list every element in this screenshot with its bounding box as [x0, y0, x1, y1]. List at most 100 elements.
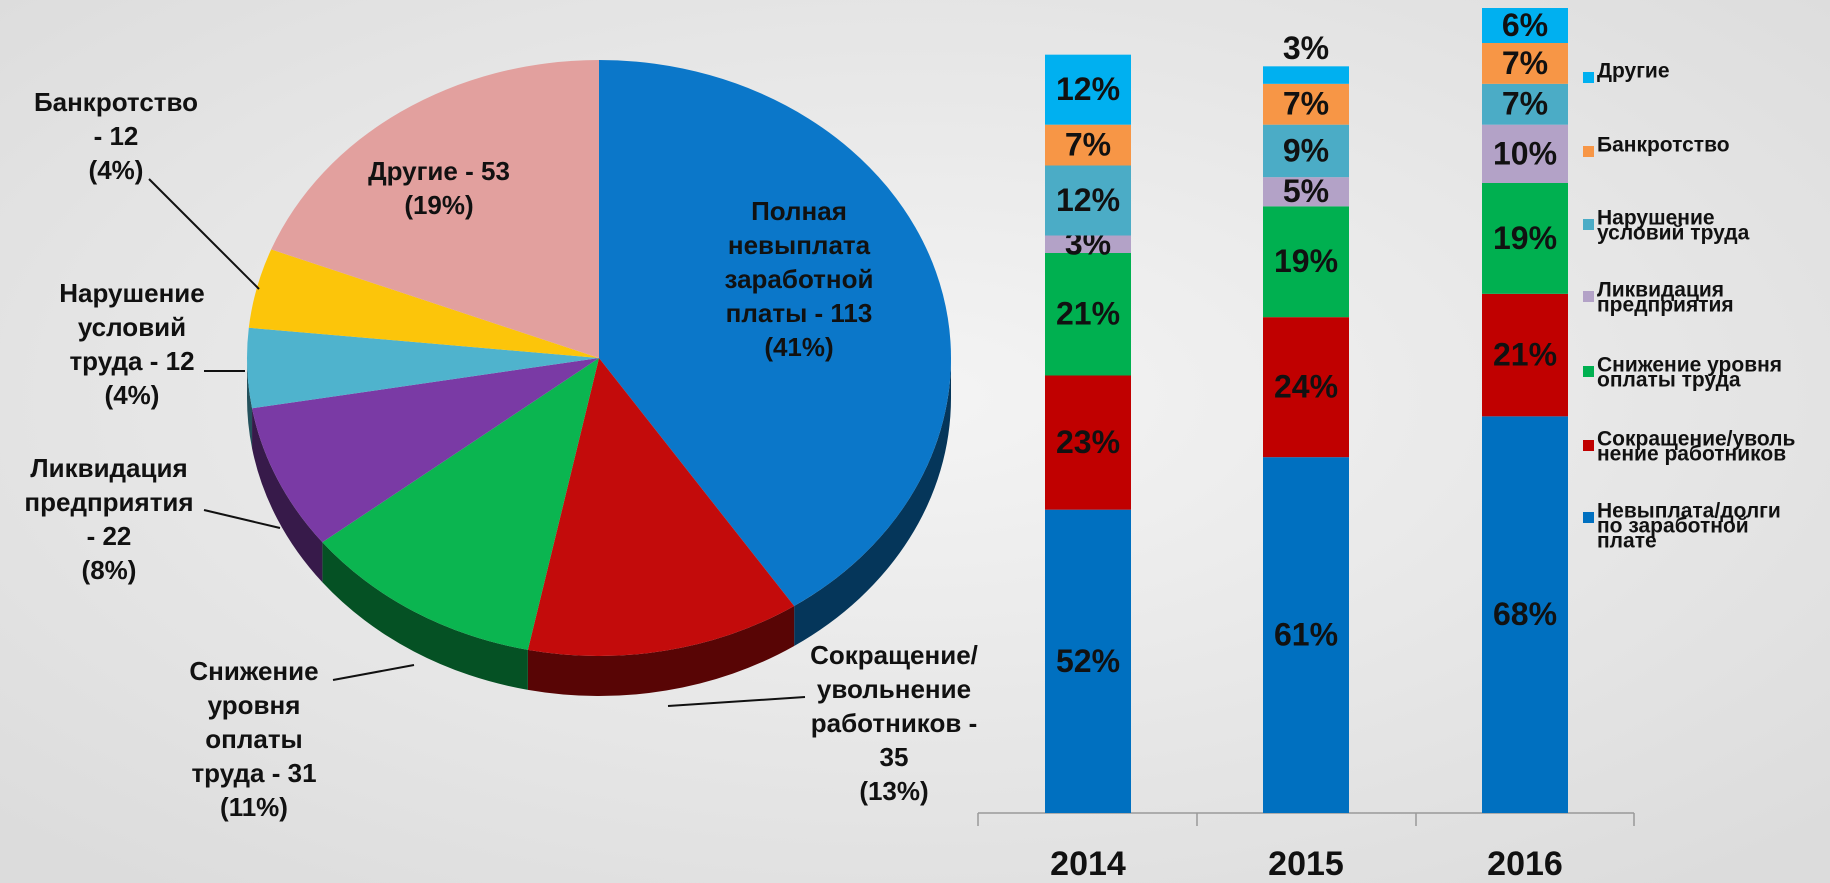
bar-segment [1482, 416, 1568, 813]
bar-value-label: 12% [1056, 71, 1120, 107]
bar-value-label: 7% [1065, 127, 1111, 163]
bar-value-label: 7% [1502, 86, 1548, 122]
legend-swatch [1583, 512, 1594, 523]
pie-label: Другие - 53 [368, 156, 510, 186]
pie-side [247, 358, 253, 449]
legend-label: Снижение уровня [1597, 354, 1782, 377]
x-tick-label: 2014 [1050, 845, 1126, 883]
bar-value-label: 52% [1056, 643, 1120, 679]
pie-label: (13%) [859, 776, 928, 806]
legend-label: Сокращение/уволь [1597, 428, 1795, 451]
legend-swatch [1583, 291, 1594, 302]
legend-label: нение работников [1597, 443, 1786, 466]
bar-segment [1482, 8, 1568, 43]
legend-swatch [1583, 146, 1594, 157]
bar-value-label: 3% [1283, 30, 1329, 66]
pie-label: Ликвидация [30, 453, 187, 483]
bar-value-label: 12% [1056, 182, 1120, 218]
legend-label: предприятия [1597, 294, 1734, 317]
bar-value-label: 6% [1502, 7, 1548, 43]
legend-label: Нарушение [1597, 207, 1715, 230]
pie-label: труда - 12 [69, 346, 194, 376]
legend-label: плате [1597, 530, 1657, 553]
legend-swatch [1583, 366, 1594, 377]
bar-segment [1482, 124, 1568, 183]
legend-swatch [1583, 72, 1594, 83]
bar-segment [1482, 83, 1568, 125]
pie-side [322, 542, 528, 690]
bar-value-label: 7% [1283, 86, 1329, 122]
leader-line [667, 696, 806, 707]
pie-slice [252, 358, 599, 543]
pie-label: - 22 [87, 521, 132, 551]
bar-segment [1045, 54, 1131, 125]
bar-value-label: 61% [1274, 617, 1338, 653]
pie-label: Полная [751, 196, 847, 226]
pie-label: уровня [208, 690, 301, 720]
bar-value-label: 7% [1502, 45, 1548, 81]
pie-label: труда - 31 [191, 758, 316, 788]
pie-label: (11%) [220, 792, 288, 822]
pie-label: Нарушение [59, 278, 205, 308]
pie-label: Банкротство [34, 87, 198, 117]
bar-segment [1263, 66, 1349, 84]
bar-value-label: 21% [1493, 337, 1557, 373]
bar-segment [1045, 509, 1131, 813]
bar-segment [1263, 83, 1349, 125]
bar-value-label: 19% [1274, 243, 1338, 279]
pie-label: (4%) [89, 155, 144, 185]
bar-value-label: 23% [1056, 424, 1120, 460]
bar-segment [1045, 124, 1131, 166]
bar-value-label: 24% [1274, 369, 1338, 405]
pie-label: (19%) [404, 190, 473, 220]
pie-slice [271, 60, 599, 358]
pie-label: условий [78, 312, 186, 342]
bar-value-label: 21% [1056, 296, 1120, 332]
bar-segment [1045, 253, 1131, 376]
pie-label: заработной [725, 264, 874, 294]
legend-label: Банкротство [1597, 134, 1730, 157]
bar-segment [1263, 206, 1349, 318]
x-tick-label: 2015 [1268, 845, 1344, 883]
pie-label: (41%) [764, 332, 833, 362]
pie-label: увольнение [817, 674, 971, 704]
legend-label: оплаты труда [1597, 369, 1741, 392]
bar-segment [1045, 375, 1131, 510]
pie-label: невыплата [728, 230, 871, 260]
legend-label: условий труда [1597, 222, 1750, 245]
bar-segment [1263, 124, 1349, 178]
leader-line [332, 664, 415, 681]
leader-line [203, 509, 281, 529]
pie-slice [322, 358, 599, 650]
pie-label: Снижение [189, 656, 318, 686]
bar-segment [1263, 457, 1349, 813]
bar-segment [1263, 177, 1349, 207]
leader-line [148, 178, 260, 290]
bar-segment [1482, 183, 1568, 294]
bar-value-label: 68% [1493, 596, 1557, 632]
pie-slice [599, 60, 951, 607]
bar-value-label: 10% [1493, 135, 1557, 171]
legend-label: по заработной [1597, 515, 1749, 538]
bar-segment [1482, 43, 1568, 84]
bar-segment [1045, 165, 1131, 236]
bar-value-label: 9% [1283, 132, 1329, 168]
pie-slice [527, 358, 795, 656]
legend-label: Невыплата/долги [1597, 500, 1781, 523]
pie-slice [246, 327, 599, 409]
pie-label: предприятия [24, 487, 193, 517]
pie-label: Сокращение/ [810, 640, 978, 670]
bar-segment [1263, 317, 1349, 458]
bar-value-label: 19% [1493, 220, 1557, 256]
bar-segment [1045, 235, 1131, 253]
pie-label: (4%) [105, 380, 160, 410]
pie-side [527, 606, 795, 696]
legend-swatch [1583, 219, 1594, 230]
pie-label: оплаты [205, 724, 303, 754]
pie-slice [248, 249, 599, 358]
bar-segment [1482, 293, 1568, 417]
pie-side [252, 408, 323, 583]
pie-label: работников - [811, 708, 977, 738]
